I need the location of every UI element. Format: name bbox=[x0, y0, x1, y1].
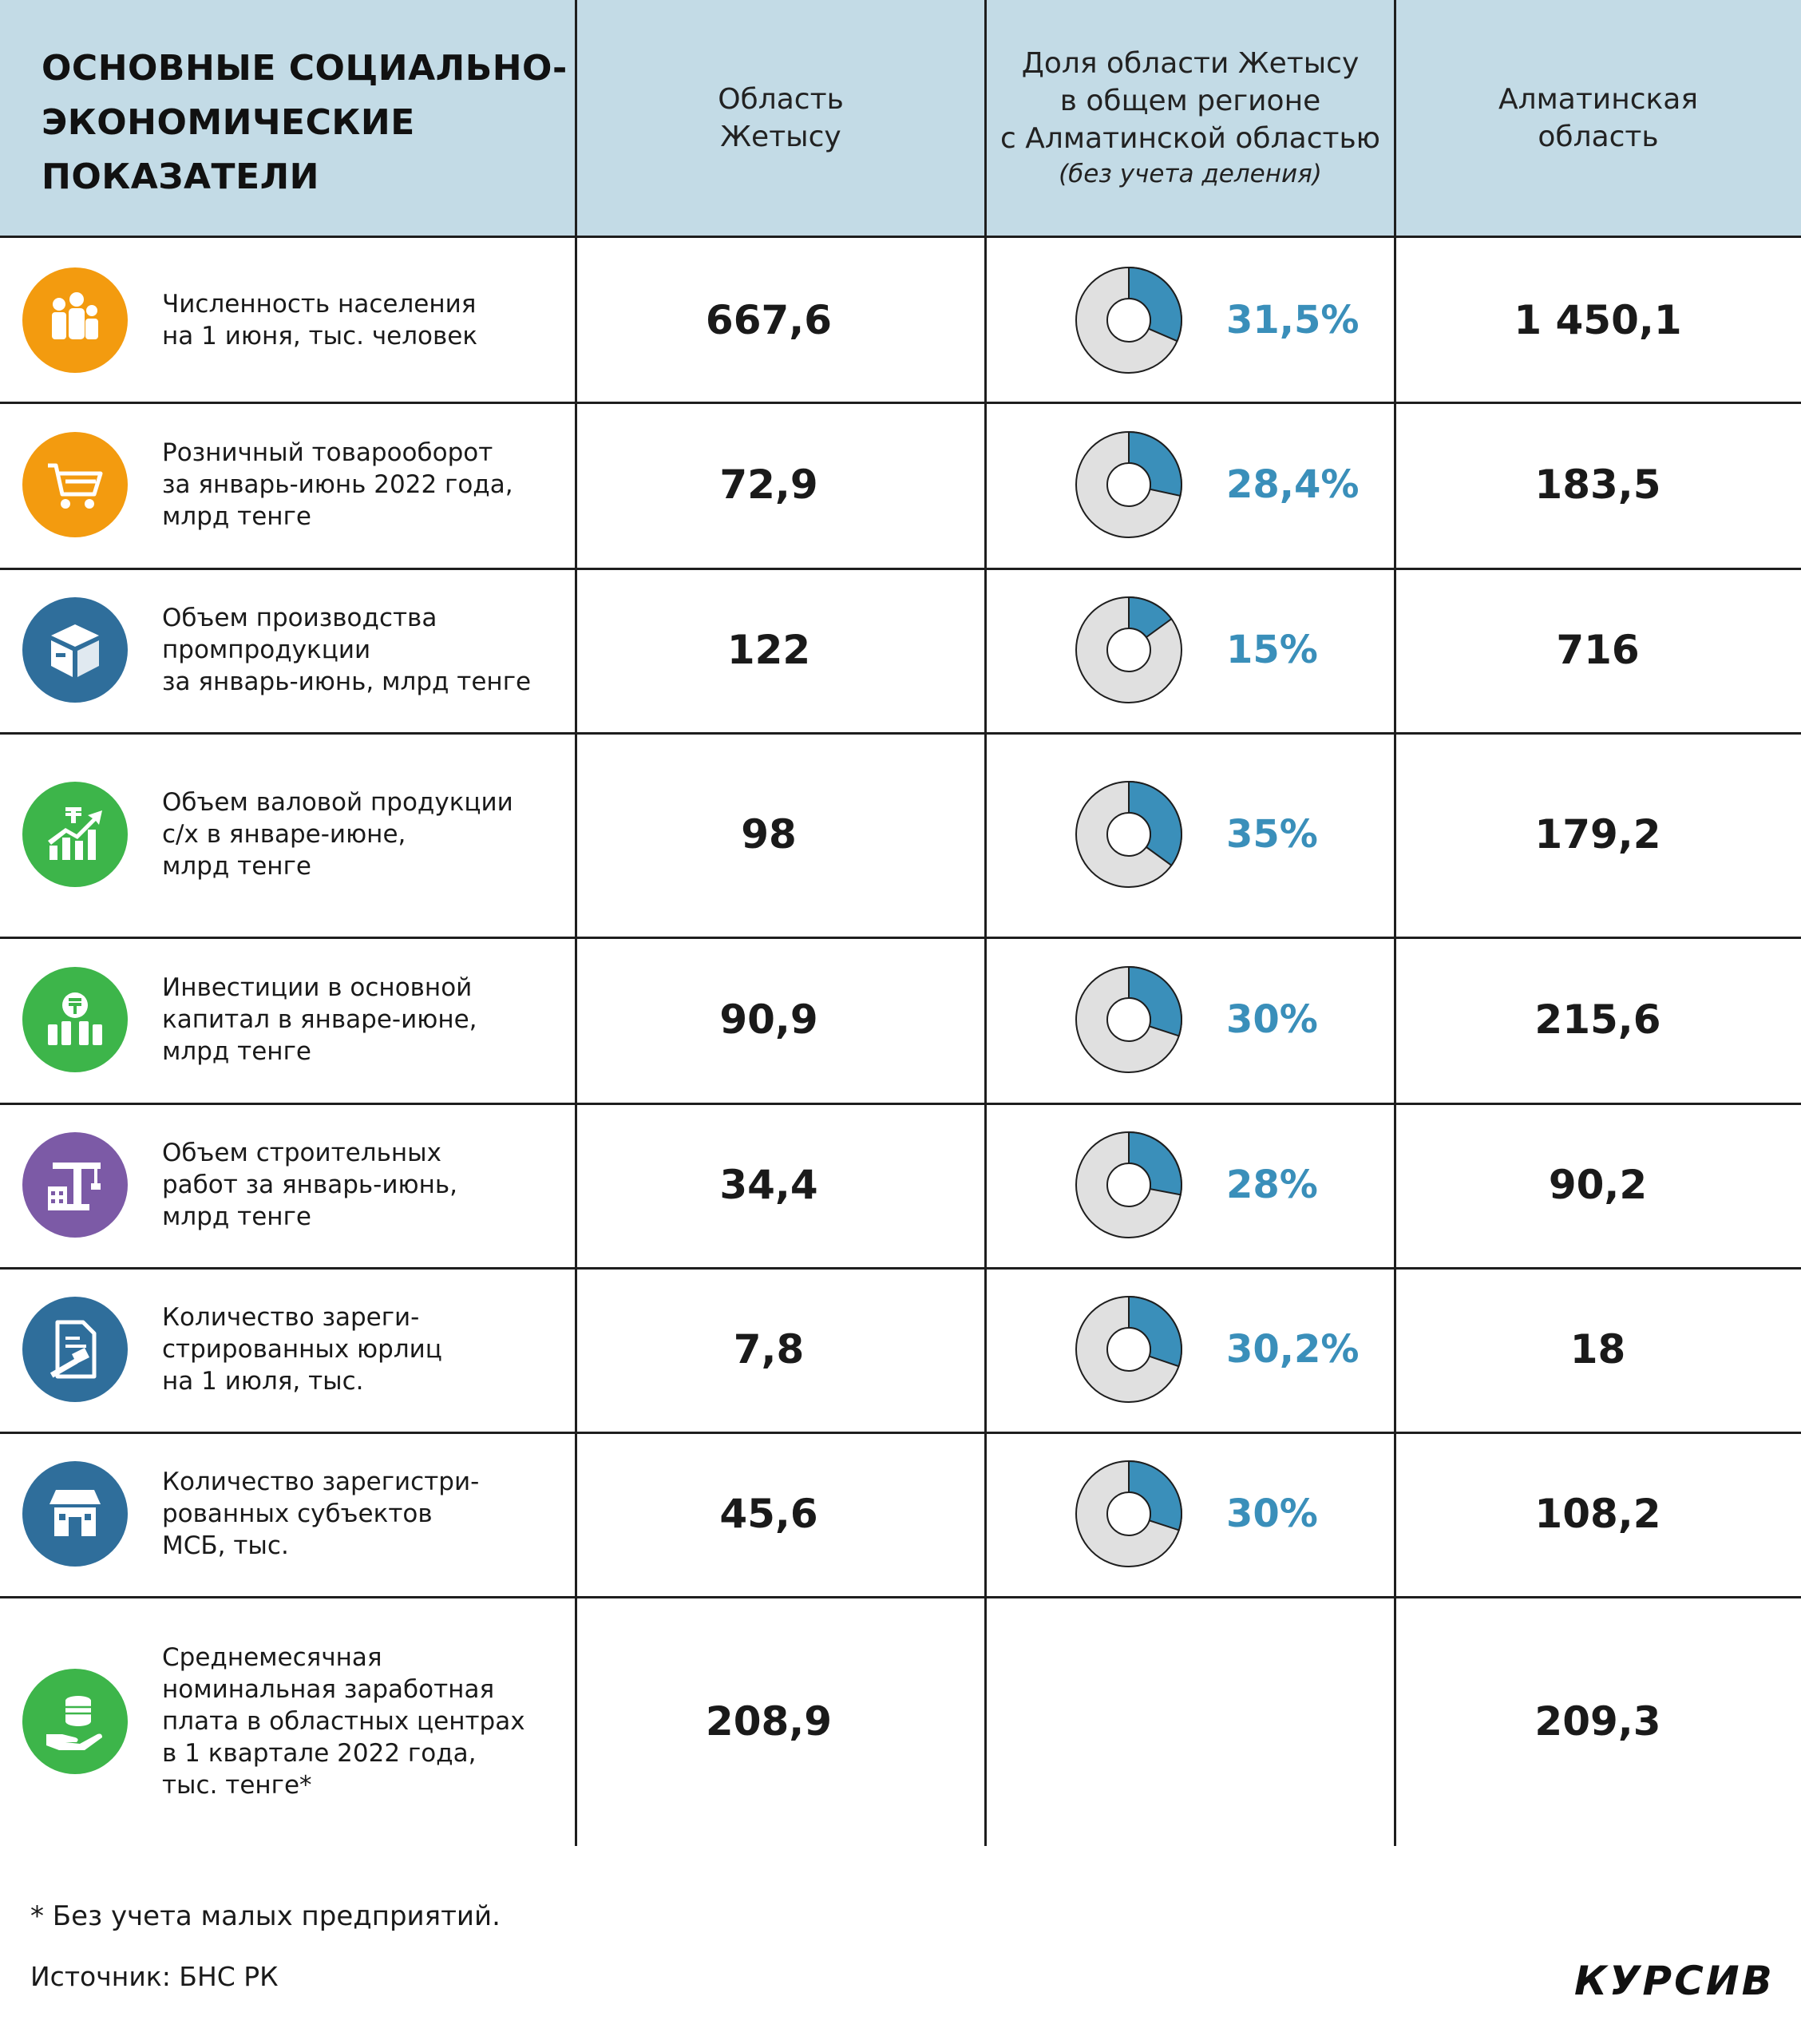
almaty-value: 183,5 bbox=[1534, 461, 1661, 508]
almaty-value: 716 bbox=[1556, 627, 1640, 673]
share-donut bbox=[1075, 1460, 1182, 1567]
table-row: Среднемесячная номинальная заработная пл… bbox=[0, 1596, 1801, 1846]
zhetysu-value: 45,6 bbox=[719, 1491, 818, 1537]
indicators-table: ОСНОВНЫЕ СОЦИАЛЬНО- ЭКОНОМИЧЕСКИЕ ПОКАЗА… bbox=[0, 0, 1801, 1846]
share-percent: 30,2% bbox=[1226, 1327, 1360, 1372]
header-almaty: Алматинская область bbox=[1395, 0, 1801, 236]
zhetysu-value: 90,9 bbox=[719, 996, 818, 1043]
salary-coins-icon bbox=[22, 1668, 128, 1774]
zhetysu-value: 72,9 bbox=[719, 461, 818, 508]
indicator-label: Объем производства промпродукции за янва… bbox=[162, 604, 532, 696]
header-share-label: Доля области Жетысу в общем регионе с Ал… bbox=[1000, 47, 1380, 155]
donut-hole bbox=[1106, 297, 1151, 343]
share-percent: 28,4% bbox=[1226, 462, 1360, 507]
table-row: Объем производства промпродукции за янва… bbox=[0, 568, 1801, 735]
header-almaty-label: Алматинская область bbox=[1498, 82, 1698, 153]
construction-crane-icon bbox=[22, 1132, 128, 1238]
share-percent: 30% bbox=[1226, 1491, 1318, 1536]
investment-icon bbox=[22, 967, 128, 1072]
almaty-value: 179,2 bbox=[1534, 811, 1661, 858]
footnote: * Без учета малых предприятий. bbox=[30, 1900, 501, 1932]
donut-hole bbox=[1106, 628, 1151, 672]
zhetysu-value: 122 bbox=[726, 627, 811, 673]
almaty-value: 209,3 bbox=[1534, 1697, 1661, 1745]
share-donut bbox=[1075, 965, 1182, 1073]
share-percent: 15% bbox=[1226, 628, 1318, 672]
almaty-value: 215,6 bbox=[1534, 996, 1661, 1043]
header-share: Доля области Жетысу в общем регионе с Ал… bbox=[986, 0, 1395, 236]
header-zhetysu: Область Жетысу bbox=[576, 0, 985, 236]
indicator-label: Количество зареги- стрированных юрлиц на… bbox=[162, 1303, 442, 1396]
zhetysu-value: 208,9 bbox=[705, 1697, 833, 1745]
share-percent: 35% bbox=[1226, 812, 1318, 857]
share-percent: 31,5% bbox=[1226, 297, 1360, 343]
donut-hole bbox=[1106, 997, 1151, 1042]
column-divider bbox=[575, 0, 577, 1846]
header-share-note: (без учета деления) bbox=[1059, 160, 1322, 188]
almaty-value: 18 bbox=[1569, 1326, 1626, 1373]
table-row: Объем строительных работ за январь-июнь,… bbox=[0, 1103, 1801, 1270]
table-row: Численность населения на 1 июня, тыс. че… bbox=[0, 238, 1801, 404]
almaty-value: 90,2 bbox=[1548, 1162, 1648, 1208]
family-icon bbox=[22, 267, 128, 373]
kursiv-logo: КУРСИВ bbox=[1574, 1958, 1775, 2004]
share-donut bbox=[1075, 430, 1182, 538]
source-note: Источник: БНС РК bbox=[30, 1961, 279, 1992]
indicator-label: Инвестиции в основной капитал в январе-и… bbox=[162, 973, 477, 1066]
almaty-value: 108,2 bbox=[1534, 1491, 1661, 1537]
table-header: ОСНОВНЫЕ СОЦИАЛЬНО- ЭКОНОМИЧЕСКИЕ ПОКАЗА… bbox=[0, 0, 1801, 238]
zhetysu-value: 34,4 bbox=[719, 1162, 818, 1208]
column-divider bbox=[984, 0, 987, 1846]
share-donut bbox=[1075, 1295, 1182, 1403]
table-row: Инвестиции в основной капитал в январе-и… bbox=[0, 937, 1801, 1105]
share-donut bbox=[1075, 596, 1182, 703]
zhetysu-value: 7,8 bbox=[733, 1326, 805, 1373]
indicator-label: Объем валовой продукции с/х в январе-июн… bbox=[162, 788, 513, 881]
donut-hole bbox=[1106, 462, 1151, 507]
share-percent: 30% bbox=[1226, 997, 1318, 1042]
table-row: Количество зареги- стрированных юрлиц на… bbox=[0, 1267, 1801, 1434]
table-row: Количество зарегистри- рованных субъекто… bbox=[0, 1432, 1801, 1598]
share-donut bbox=[1075, 266, 1182, 374]
header-zhetysu-label: Область Жетысу bbox=[718, 82, 844, 153]
indicator-label: Объем строительных работ за январь-июнь,… bbox=[162, 1139, 457, 1231]
growth-chart-icon bbox=[22, 782, 128, 887]
donut-hole bbox=[1106, 1491, 1151, 1536]
shop-icon bbox=[22, 1461, 128, 1567]
share-donut bbox=[1075, 1131, 1182, 1238]
table-row: Розничный товарооборот за январь-июнь 20… bbox=[0, 402, 1801, 570]
indicator-label: Среднемесячная номинальная заработная пл… bbox=[162, 1642, 525, 1800]
donut-hole bbox=[1106, 1163, 1151, 1207]
indicator-label: Численность населения на 1 июня, тыс. че… bbox=[162, 289, 478, 351]
box-icon bbox=[22, 597, 128, 703]
column-divider bbox=[1394, 0, 1396, 1846]
share-donut bbox=[1075, 780, 1182, 888]
indicator-label: Количество зарегистри- рованных субъекто… bbox=[162, 1468, 480, 1560]
almaty-value: 1 450,1 bbox=[1514, 296, 1682, 343]
table-row: Объем валовой продукции с/х в январе-июн… bbox=[0, 732, 1801, 939]
donut-hole bbox=[1106, 812, 1151, 857]
zhetysu-value: 98 bbox=[741, 811, 797, 858]
table-title: ОСНОВНЫЕ СОЦИАЛЬНО- ЭКОНОМИЧЕСКИЕ ПОКАЗА… bbox=[42, 48, 568, 197]
indicator-label: Розничный товарооборот за январь-июнь 20… bbox=[162, 438, 513, 531]
share-percent: 28% bbox=[1226, 1163, 1318, 1207]
donut-hole bbox=[1106, 1327, 1151, 1372]
legal-document-icon bbox=[22, 1297, 128, 1402]
shopping-cart-icon bbox=[22, 432, 128, 537]
zhetysu-value: 667,6 bbox=[705, 296, 833, 343]
